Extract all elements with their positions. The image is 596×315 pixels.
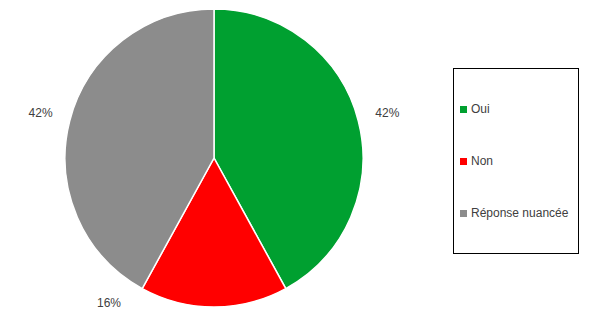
svg-text:16%: 16%: [97, 296, 121, 310]
html-text:Réponse nuancée: Réponse nuancée: [471, 206, 569, 220]
svg-text:42%: 42%: [375, 106, 399, 120]
html-text:Non: Non: [471, 154, 493, 168]
svg-text:42%: 42%: [29, 106, 53, 120]
html-text:Oui: Oui: [471, 102, 490, 116]
